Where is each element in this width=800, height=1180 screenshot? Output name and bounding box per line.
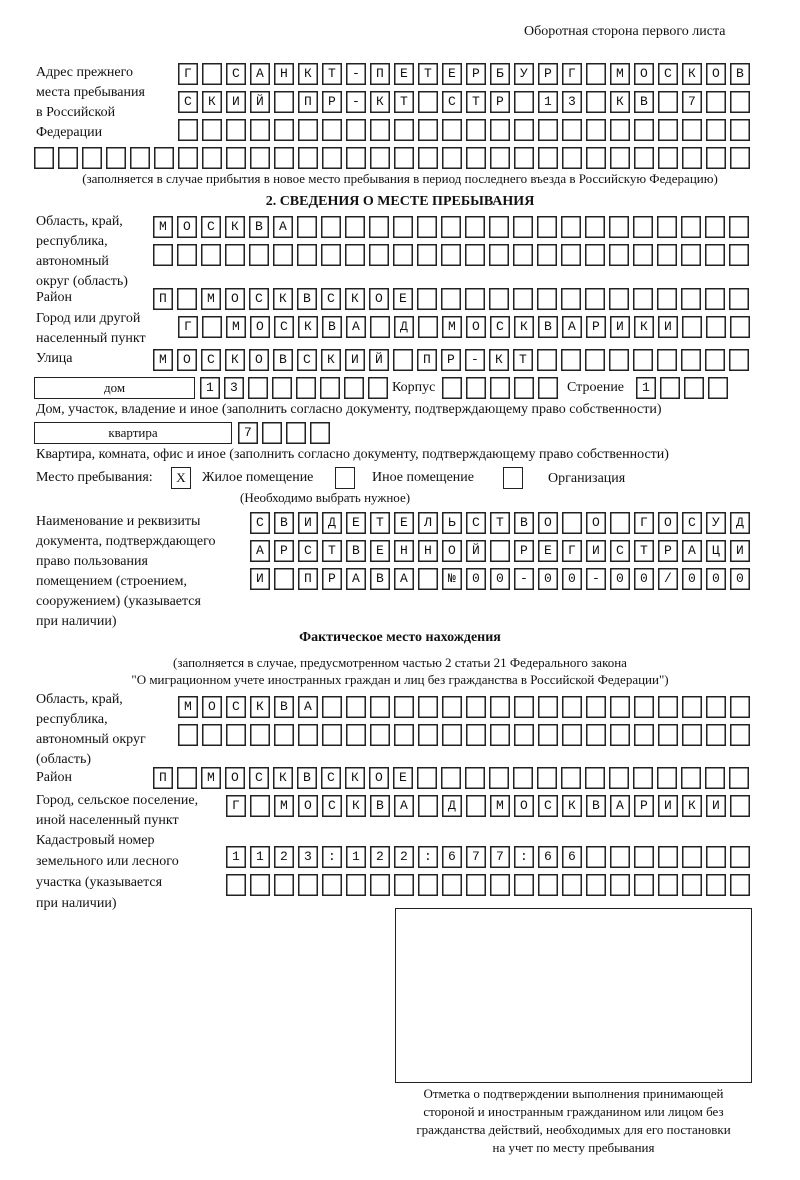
flat-row[interactable]: 7 [238, 422, 330, 444]
place-option-residential-label: Жилое помещение [202, 470, 314, 485]
flat-note: Квартира, комната, офис и иное (заполнит… [36, 447, 669, 462]
actual-location-title: Фактическое место нахождения [299, 630, 501, 645]
label-line: Кадастровый номер [36, 833, 155, 848]
label-line: автономный округ [36, 732, 146, 747]
place-note: (Необходимо выбрать нужное) [240, 490, 411, 505]
label-line: Область, край, [36, 214, 123, 229]
house-note: Дом, участок, владение и иное (заполнить… [36, 402, 662, 417]
label-line: автономный [36, 254, 109, 269]
stamp-box [395, 908, 752, 1083]
label-line: Область, край, [36, 692, 123, 707]
caption-line: стороной и иностранным гражданином или л… [423, 1104, 724, 1119]
city-row[interactable]: Г МОСКВА Д МОСКВАРИКИ [178, 316, 750, 338]
building-row[interactable]: 1 [636, 377, 728, 399]
place-option-organization-label: Организация [548, 471, 626, 486]
label-line: иной населенный пункт [36, 813, 179, 828]
place-option-other-label: Иное помещение [372, 470, 474, 485]
house-type-field[interactable]: дом [34, 377, 195, 399]
cadastral-row-1[interactable]: 1123:122:677:66 [226, 846, 750, 868]
document-row-1[interactable]: СВИДЕТЕЛЬСТВО О ГОСУД [250, 512, 750, 534]
label-line: при наличии) [36, 614, 117, 629]
label-line: населенный пункт [36, 331, 146, 346]
caption-line: Отметка о подтверждении выполнения прини… [423, 1086, 724, 1101]
prev-address-row-1[interactable]: Г САНКТ-ПЕТЕРБУРГ МОСКОВ [178, 63, 750, 85]
label-line: право пользования [36, 554, 148, 569]
actual-region-row-2[interactable] [178, 724, 750, 746]
label-line: при наличии) [36, 896, 117, 911]
street-label: Улица [36, 351, 73, 366]
prev-address-row-4[interactable] [34, 147, 750, 169]
label-line: участка (указывается [36, 875, 163, 890]
caption-line: на учет по месту пребывания [492, 1140, 655, 1155]
place-label: Место пребывания: [36, 470, 153, 485]
label-line: округ (область) [36, 274, 128, 289]
label-line: места пребывания [36, 85, 145, 100]
section-2-title: 2. СВЕДЕНИЯ О МЕСТЕ ПРЕБЫВАНИЯ [265, 194, 535, 209]
prev-address-row-3[interactable] [178, 119, 750, 141]
label-line: документа, подтверждающего [36, 534, 216, 549]
place-option-other-checkbox[interactable] [335, 467, 355, 489]
actual-district-label: Район [36, 770, 72, 785]
label-line: Наименование и реквизиты [36, 514, 201, 529]
flat-type-field[interactable]: квартира [34, 422, 232, 444]
korpus-row[interactable] [442, 377, 558, 399]
actual-location-note-2: "О миграционном учете иностранных гражда… [131, 672, 669, 687]
place-option-organization-checkbox[interactable] [503, 467, 523, 489]
actual-city-label: Город, сельское поселение, иной населенн… [36, 791, 198, 831]
building-label: Строение [567, 380, 625, 395]
stamp-caption: Отметка о подтверждении выполнения прини… [395, 1085, 752, 1157]
label-line: республика, [36, 234, 108, 249]
prev-address-row-2[interactable]: СКИЙ ПР-КТ СТР 13 КВ 7 [178, 91, 750, 113]
document-row-2[interactable]: АРСТВЕННОЙ РЕГИСТРАЦИ [250, 540, 750, 562]
page-header: Оборотная сторона первого листа [524, 24, 726, 39]
label-line: Федерации [36, 125, 103, 140]
korpus-label: Корпус [392, 380, 436, 395]
document-row-3[interactable]: И ПРАВА №00-00-00/000 [250, 568, 750, 590]
label-line: республика, [36, 712, 108, 727]
place-option-residential-checkbox[interactable]: X [171, 467, 191, 489]
label-line: (область) [36, 752, 92, 767]
actual-district-row[interactable]: П МОСКВСКОЕ [153, 767, 749, 789]
house-row[interactable]: 13 [200, 377, 388, 399]
street-row[interactable]: МОСКОВСКИЙ ПР-КТ [153, 349, 749, 371]
label-line: Город, сельское поселение, [36, 793, 199, 808]
region-row-2[interactable] [153, 244, 749, 266]
city-label: Город или другой населенный пункт [36, 309, 146, 349]
region-row-1[interactable]: МОСКВА [153, 216, 749, 238]
actual-city-row[interactable]: Г МОСКВА Д МОСКВАРИКИ [226, 795, 750, 817]
label-line: сооружением) (указывается [36, 594, 201, 609]
label-line: земельного или лесного [36, 854, 179, 869]
cadastral-row-2[interactable] [226, 874, 750, 896]
prev-address-label: Адрес прежнего места пребывания в Россий… [36, 63, 145, 143]
cadastral-label: Кадастровый номер земельного или лесного… [36, 830, 179, 914]
label-line: Адрес прежнего [36, 65, 133, 80]
district-label: Район [36, 290, 72, 305]
actual-region-row-1[interactable]: МОСКВА [178, 696, 750, 718]
label-line: в Российской [36, 105, 116, 120]
district-row[interactable]: П МОСКВСКОЕ [153, 288, 749, 310]
region-label: Область, край, республика, автономный ок… [36, 212, 128, 292]
document-label: Наименование и реквизиты документа, подт… [36, 512, 216, 632]
caption-line: гражданства действий, необходимых для ег… [416, 1122, 731, 1137]
actual-location-note-1: (заполняется в случае, предусмотренном ч… [173, 655, 627, 670]
actual-region-label: Область, край, республика, автономный ок… [36, 690, 146, 770]
label-line: помещением (строением, [36, 574, 187, 589]
label-line: Город или другой [36, 311, 141, 326]
prev-address-note: (заполняется в случае прибытия в новое м… [82, 171, 718, 186]
